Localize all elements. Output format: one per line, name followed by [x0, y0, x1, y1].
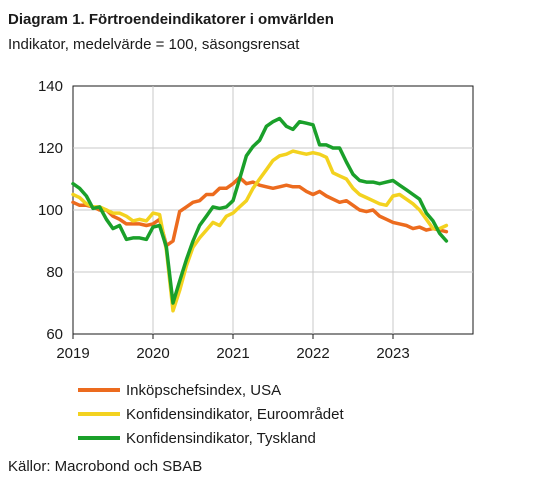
legend-swatch [78, 436, 120, 440]
x-tick-label: 2022 [296, 345, 329, 362]
y-tick-label: 140 [38, 78, 63, 95]
y-axis: 60 80 100 120 140 [38, 78, 63, 343]
legend-item: Inköpschefsindex, USA [78, 378, 344, 402]
y-tick-label: 100 [38, 202, 63, 219]
series-line-1 [71, 175, 449, 248]
y-tick-label: 120 [38, 140, 63, 157]
x-tick-label: 2023 [376, 345, 409, 362]
x-axis: 2019 2020 2021 2022 2023 [56, 334, 410, 362]
y-tick-label: 60 [46, 326, 63, 343]
x-tick-label: 2019 [56, 345, 89, 362]
legend-item: Konfidensindikator, Euroområdet [78, 402, 344, 426]
y-tick-label: 80 [46, 264, 63, 281]
legend-label: Inköpschefsindex, USA [126, 381, 282, 399]
chart-subtitle: Indikator, medelvärde = 100, säsongsrens… [8, 36, 300, 53]
legend-item: Konfidensindikator, Tyskland [78, 426, 344, 450]
series-layer [71, 116, 449, 313]
legend-swatch [78, 388, 120, 392]
series-line-3 [71, 116, 449, 305]
x-tick-label: 2021 [216, 345, 249, 362]
legend: Inköpschefsindex, USA Konfidensindikator,… [78, 378, 344, 450]
x-tick-label: 2020 [136, 345, 169, 362]
chart-title: Diagram 1. Förtroendeindikatorer i omvär… [8, 11, 334, 28]
legend-label: Konfidensindikator, Euroområdet [126, 405, 344, 423]
series-line-2 [71, 149, 449, 313]
legend-swatch [78, 412, 120, 416]
source-note: Källor: Macrobond och SBAB [8, 458, 203, 475]
legend-label: Konfidensindikator, Tyskland [126, 429, 316, 447]
